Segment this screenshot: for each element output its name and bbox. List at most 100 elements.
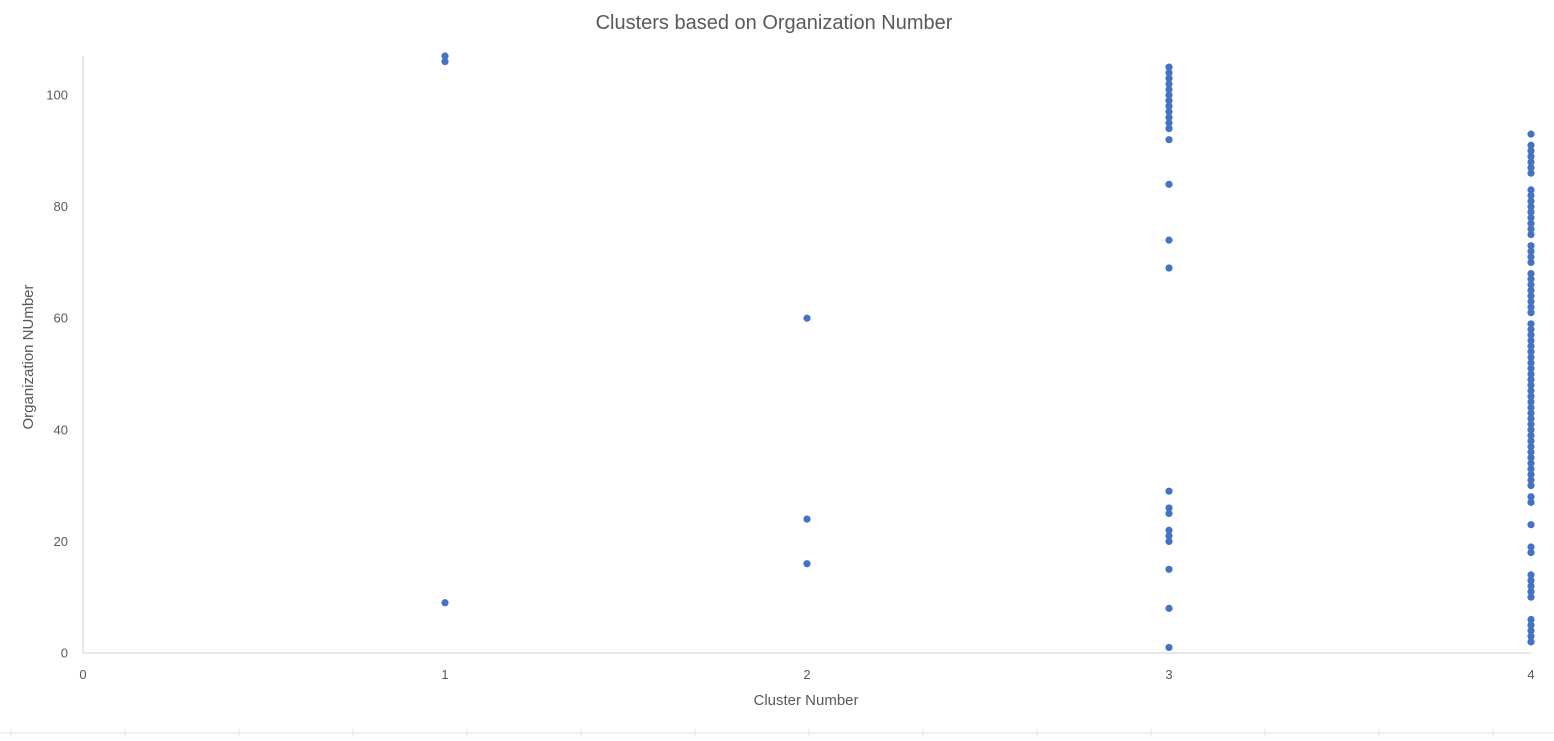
data-point: [1527, 621, 1535, 629]
data-point: [1527, 325, 1535, 333]
data-point: [441, 599, 449, 607]
data-point: [1527, 225, 1535, 233]
data-point: [1165, 119, 1173, 127]
data-point: [1527, 203, 1535, 211]
data-point: [1527, 409, 1535, 417]
data-point: [1527, 141, 1535, 149]
data-point: [1527, 320, 1535, 328]
data-point: [1527, 498, 1535, 506]
data-point: [1527, 376, 1535, 384]
data-point: [1527, 370, 1535, 378]
data-point: [1527, 359, 1535, 367]
data-point: [1527, 297, 1535, 306]
x-tick-label: 2: [803, 667, 810, 682]
data-point: [1165, 236, 1173, 244]
data-point: [1527, 186, 1535, 194]
data-point: [1527, 208, 1535, 216]
data-point: [1527, 415, 1535, 423]
data-point: [1527, 582, 1535, 590]
data-point: [1527, 247, 1535, 255]
data-point: [1527, 281, 1535, 289]
y-tick-label: 100: [46, 88, 68, 103]
data-point: [1527, 543, 1535, 551]
data-point: [1527, 219, 1535, 227]
data-point: [1165, 180, 1173, 188]
data-point: [1527, 420, 1535, 428]
data-point: [1527, 437, 1535, 445]
data-point: [1527, 442, 1535, 451]
data-point: [1527, 130, 1535, 138]
data-point: [1527, 269, 1535, 278]
data-point: [1527, 387, 1535, 395]
data-point: [1165, 526, 1173, 534]
data-point: [1527, 454, 1535, 462]
x-tick-label: 3: [1165, 667, 1172, 682]
data-point: [1165, 80, 1173, 88]
data-point: [1527, 615, 1535, 624]
data-point: [1527, 398, 1535, 406]
data-point: [1527, 576, 1535, 585]
data-point: [1527, 331, 1535, 339]
data-point: [1527, 258, 1535, 267]
data-point: [1165, 74, 1173, 82]
data-point: [1165, 487, 1173, 495]
data-point: [1527, 459, 1535, 467]
data-point: [441, 52, 449, 60]
data-point: [1165, 91, 1173, 99]
data-point: [1527, 169, 1535, 177]
data-point: [1527, 470, 1535, 479]
data-point: [1165, 643, 1173, 652]
y-tick-label: 60: [54, 311, 68, 326]
x-tick-label: 1: [441, 667, 448, 682]
data-point: [1527, 476, 1535, 484]
data-point: [1527, 465, 1535, 473]
data-point: [1165, 102, 1173, 110]
data-point: [1165, 509, 1173, 518]
data-point: [1165, 565, 1173, 573]
data-point: [1527, 309, 1535, 317]
y-tick-label: 80: [54, 199, 68, 214]
data-point: [1527, 242, 1535, 250]
data-point: [1527, 253, 1535, 261]
data-point: [1527, 191, 1535, 200]
data-point: [1165, 124, 1173, 133]
chart-title: Clusters based on Organization Number: [596, 12, 953, 34]
y-tick-label: 40: [54, 422, 68, 437]
data-point: [1527, 353, 1535, 361]
data-point: [1527, 571, 1535, 579]
data-point: [1165, 63, 1173, 71]
data-point: [1527, 593, 1535, 601]
data-point: [1527, 493, 1535, 501]
data-point: [1527, 482, 1535, 490]
data-point: [1527, 163, 1535, 172]
data-point: [1527, 147, 1535, 155]
data-point: [1165, 264, 1173, 272]
data-point: [803, 560, 811, 568]
data-point: [1527, 214, 1535, 222]
y-tick-label: 20: [54, 534, 68, 549]
data-point: [1527, 403, 1535, 412]
data-point: [1527, 286, 1535, 294]
data-point: [1165, 136, 1173, 144]
data-point: [1527, 392, 1535, 400]
data-point: [1527, 342, 1535, 350]
data-point: [1527, 152, 1535, 161]
data-point: [803, 314, 811, 322]
data-point: [1165, 532, 1173, 540]
data-points: [441, 52, 1535, 652]
data-point: [1527, 548, 1535, 557]
data-point: [1527, 230, 1535, 239]
data-point: [1527, 158, 1535, 166]
data-point: [1165, 97, 1173, 105]
x-tick-label: 4: [1527, 667, 1534, 682]
data-point: [1527, 364, 1535, 373]
y-axis-ticks: 0 20 40 60 80 100: [46, 88, 68, 661]
data-point: [1527, 638, 1535, 646]
data-point: [1527, 336, 1535, 345]
data-point: [1165, 504, 1173, 512]
data-point: [1165, 113, 1173, 121]
data-point: [1527, 627, 1535, 635]
data-point: [1165, 537, 1173, 546]
